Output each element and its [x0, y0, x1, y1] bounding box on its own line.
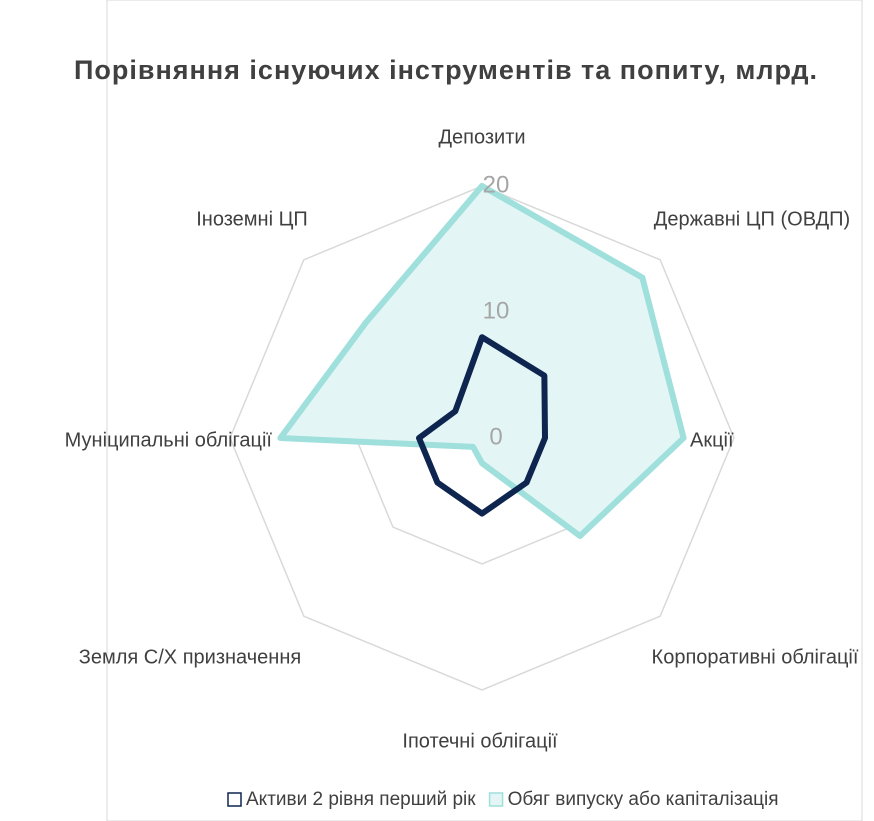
grid-ring — [229, 185, 735, 691]
axis-label: Депозити — [438, 126, 525, 148]
axis-label: Муніципальні облігації — [65, 429, 273, 451]
legend-label: Активи 2 рівня перший рік — [246, 789, 476, 810]
chart-title: Порівняння існуючих інструментів та попи… — [74, 55, 818, 85]
axis-label: Іноземні ЦП — [196, 208, 308, 230]
r-tick-label: 20 — [483, 171, 510, 198]
axis-label: Земля С/Х призначення — [79, 646, 301, 668]
legend-swatch — [488, 792, 504, 807]
r-tick-label: 10 — [483, 297, 510, 324]
r-tick-label: 0 — [489, 423, 502, 450]
axis-label: Корпоративні облігації — [652, 646, 859, 668]
series-area — [416, 334, 548, 517]
legend-label: Обяг випуску або капіталізація — [508, 789, 779, 810]
axis-label: Державні ЦП (ОВДП) — [654, 208, 850, 230]
axis-label: Іпотечні облігації — [402, 730, 558, 752]
axis-label: Акції — [690, 429, 734, 451]
legend-swatch — [227, 792, 242, 807]
series-area — [277, 183, 687, 540]
